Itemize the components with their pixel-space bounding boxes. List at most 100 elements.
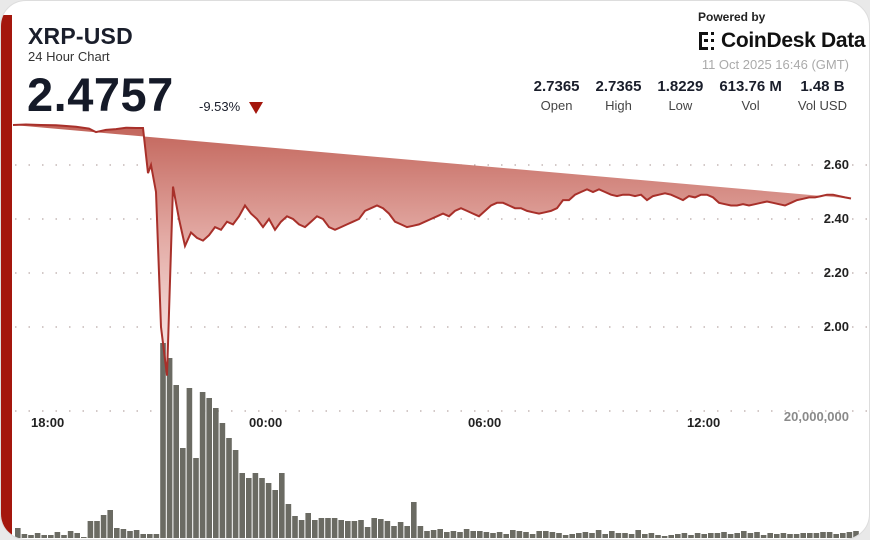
volume-bar bbox=[510, 530, 516, 538]
volume-bar bbox=[61, 535, 67, 538]
stat-vol-usd: 1.48 B Vol USD bbox=[798, 78, 847, 113]
stat-value: 2.7365 bbox=[533, 78, 580, 95]
volume-bar bbox=[503, 534, 509, 538]
volume-bar bbox=[305, 513, 311, 538]
volume-bar bbox=[279, 473, 285, 538]
volume-bar bbox=[94, 521, 100, 538]
volume-bar bbox=[100, 515, 107, 538]
volume-bar bbox=[635, 530, 641, 538]
volume-bar bbox=[338, 520, 344, 538]
y-tick-label: 2.40 bbox=[823, 211, 849, 226]
volume-bar bbox=[437, 529, 443, 538]
price-area bbox=[13, 124, 851, 376]
stat-label: Open bbox=[540, 98, 573, 113]
y-tick-label: 2.00 bbox=[823, 319, 849, 334]
volume-bar bbox=[199, 392, 206, 538]
x-tick-label: 00:00 bbox=[249, 415, 283, 430]
volume-bar bbox=[826, 532, 833, 538]
volume-bar bbox=[866, 534, 869, 538]
volume-bar bbox=[391, 526, 397, 538]
volume-bar bbox=[219, 423, 226, 538]
volume-bar bbox=[81, 537, 87, 538]
volume-bar bbox=[28, 535, 34, 538]
volume-bar bbox=[180, 448, 186, 538]
volume-bar bbox=[767, 533, 773, 538]
volume-bar bbox=[569, 534, 575, 538]
volume-bar bbox=[48, 535, 54, 538]
volume-bar bbox=[285, 504, 292, 538]
volume-bar bbox=[173, 385, 179, 538]
volume-bar bbox=[160, 343, 166, 538]
powered-by-label: Powered by bbox=[698, 10, 766, 24]
volume-bar bbox=[477, 531, 483, 538]
volume-bar bbox=[556, 533, 562, 538]
stat-value: 1.8229 bbox=[657, 78, 704, 95]
volume-bar bbox=[312, 520, 318, 538]
volume-bar bbox=[483, 532, 490, 538]
volume-bar bbox=[721, 532, 727, 538]
volume-bar bbox=[813, 533, 820, 538]
volume-bar bbox=[470, 531, 476, 538]
volume-bar bbox=[807, 533, 813, 538]
stat-value: 613.76 M bbox=[719, 78, 782, 95]
volume-bar bbox=[424, 531, 430, 538]
volume-bar bbox=[780, 533, 787, 538]
volume-bar bbox=[351, 521, 358, 538]
volume-bar bbox=[615, 533, 622, 538]
volume-bar bbox=[833, 534, 839, 538]
volume-bar bbox=[232, 450, 239, 538]
volume-bar bbox=[186, 388, 193, 538]
volume-bar bbox=[490, 533, 496, 538]
volume-bar bbox=[840, 533, 846, 538]
current-price: 2.4757 bbox=[27, 68, 174, 121]
volume-bar bbox=[364, 527, 371, 538]
y-tick-label: 2.20 bbox=[823, 265, 849, 280]
volume-bar bbox=[120, 529, 127, 538]
x-tick-label: 12:00 bbox=[687, 415, 721, 430]
volume-bar bbox=[648, 533, 655, 538]
volume-bar bbox=[34, 533, 41, 538]
stat-label: Low bbox=[668, 98, 693, 113]
volume-bar bbox=[153, 534, 160, 538]
volume-bar bbox=[708, 533, 714, 538]
volume-bar bbox=[74, 533, 80, 538]
down-triangle-icon bbox=[249, 102, 263, 114]
stat-label: Vol bbox=[741, 98, 760, 113]
volume-bar bbox=[496, 532, 503, 538]
volume-bar bbox=[193, 458, 199, 538]
volume-bar bbox=[384, 521, 391, 538]
volume-bar bbox=[734, 533, 740, 538]
volume-bar bbox=[589, 533, 595, 538]
brand-name: CoinDesk Data bbox=[721, 29, 866, 52]
volume-bar bbox=[378, 519, 384, 538]
volume-bar bbox=[846, 532, 853, 538]
volume-bar bbox=[741, 531, 747, 538]
volume-bar bbox=[265, 483, 272, 538]
volume-bar bbox=[331, 518, 338, 538]
volume-bar bbox=[793, 534, 800, 538]
volume-bar bbox=[582, 532, 589, 538]
coindesk-mark-icon bbox=[699, 32, 714, 50]
volume-bar bbox=[21, 534, 28, 538]
volume-bar bbox=[642, 534, 648, 538]
price-line bbox=[12, 123, 852, 376]
volume-bar bbox=[800, 533, 806, 538]
volume-tick-label: 20,000,000 bbox=[783, 409, 849, 424]
stat-label: High bbox=[605, 98, 632, 113]
volume-bar bbox=[397, 522, 404, 538]
stat-value: 1.48 B bbox=[800, 78, 845, 95]
volume-bar bbox=[239, 473, 245, 538]
volume-bar bbox=[444, 532, 450, 538]
volume-bar bbox=[15, 528, 21, 538]
volume-bar bbox=[688, 535, 694, 538]
y-tick-label: 2.60 bbox=[823, 157, 849, 172]
volume-bar bbox=[298, 520, 305, 538]
volume-bar bbox=[41, 535, 47, 538]
volume-bar bbox=[609, 531, 615, 538]
stat-vol: 613.76 M Vol bbox=[719, 78, 782, 113]
volume-bar bbox=[272, 490, 278, 538]
volume-bar bbox=[292, 516, 298, 538]
volume-bar bbox=[655, 535, 661, 538]
pair-title: XRP-USD bbox=[28, 23, 133, 49]
